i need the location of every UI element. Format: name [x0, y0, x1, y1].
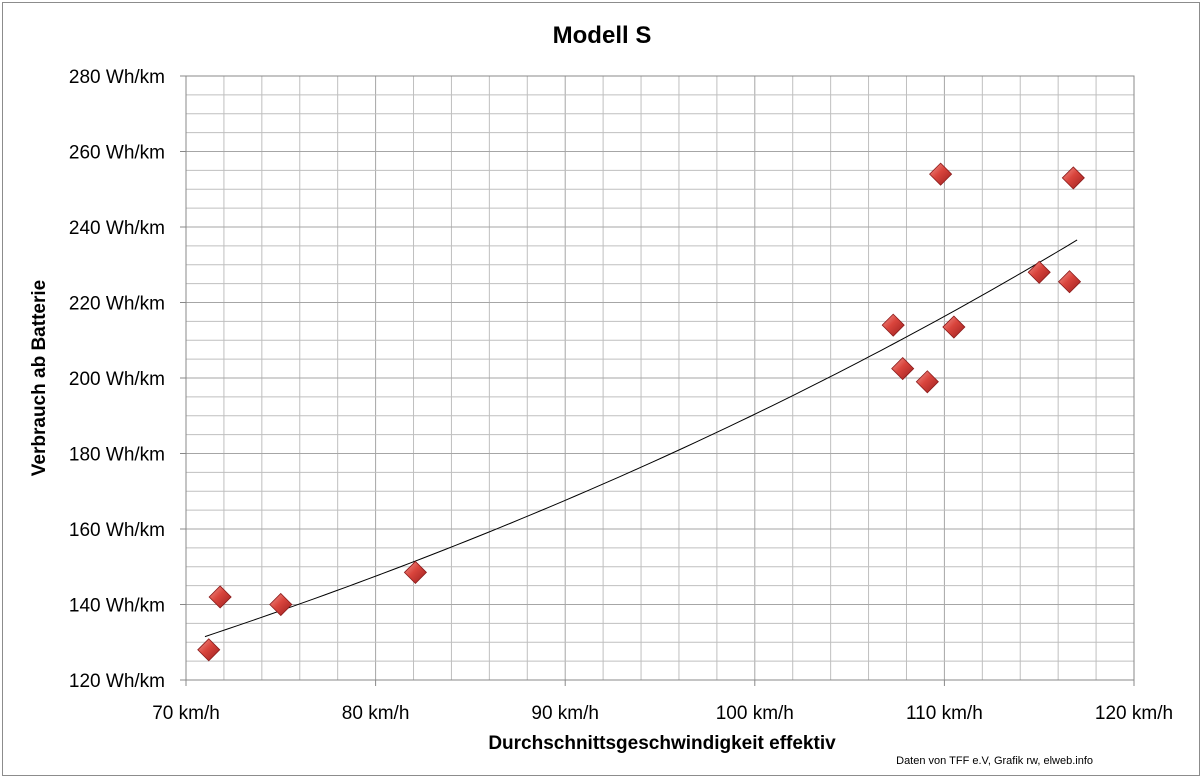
data-point [929, 162, 953, 186]
data-point [1057, 270, 1082, 294]
data-point [942, 315, 966, 339]
x-tick-label: 80 km/h [342, 703, 410, 724]
data-point [269, 592, 293, 617]
x-tick-label: 90 km/h [531, 703, 599, 724]
trendline [204, 239, 1078, 638]
data-point [1061, 166, 1085, 190]
chart-title: Modell S [553, 22, 652, 49]
data-point [881, 313, 905, 337]
x-axis-title: Durchschnittsgeschwindigkeit effektiv [488, 733, 836, 754]
data-point [403, 560, 427, 584]
y-tick-label: 140 Wh/km [69, 596, 165, 617]
y-tick-label: 260 Wh/km [69, 143, 165, 164]
y-tick-label: 160 Wh/km [69, 520, 165, 541]
y-tick-label: 240 Wh/km [69, 218, 165, 239]
data-point [1027, 260, 1051, 284]
y-tick-label: 280 Wh/km [69, 67, 165, 88]
x-tick-label: 120 km/h [1095, 703, 1173, 724]
grid [185, 75, 1135, 681]
y-tick-label: 200 Wh/km [69, 369, 165, 390]
data-point [197, 638, 221, 662]
data-points [197, 162, 1085, 662]
credit-text: Daten von TFF e.V, Grafik rw, elweb.info [896, 755, 1093, 767]
y-tick-label: 180 Wh/km [69, 445, 165, 466]
x-tick-label: 100 km/h [716, 703, 794, 724]
y-tick-label: 220 Wh/km [69, 294, 165, 315]
data-point [208, 585, 232, 609]
x-tick-label: 110 km/h [906, 703, 983, 724]
tick-labels: 120 Wh/km 140 Wh/km 160 Wh/km 180 Wh/km 200 … [69, 67, 1173, 724]
x-tick-label: 70 km/h [152, 703, 220, 724]
data-point [891, 356, 915, 381]
y-tick-label: 120 Wh/km [69, 671, 165, 692]
y-axis-title: Verbrauch ab Batterie [29, 280, 50, 476]
data-point [915, 370, 939, 394]
